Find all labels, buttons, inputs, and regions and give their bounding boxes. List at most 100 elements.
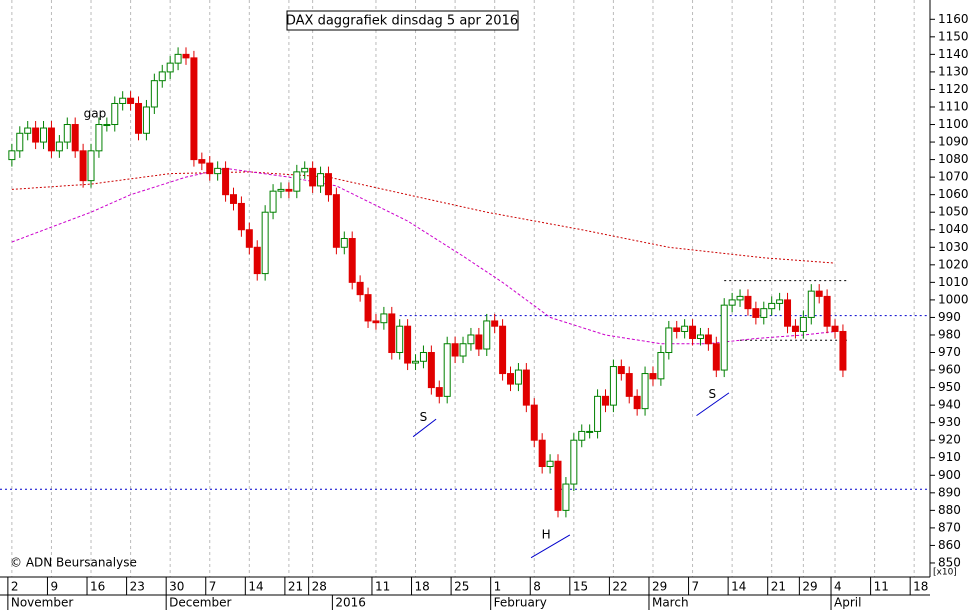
candle-body — [570, 439, 578, 485]
candle-body — [419, 352, 427, 362]
x-tick-label: 18 — [415, 580, 430, 594]
candle-body — [380, 313, 388, 324]
y-tick-label: 1110 — [938, 99, 969, 113]
x-tick-label: 30 — [169, 580, 184, 594]
month-label: February — [494, 596, 547, 610]
y-tick-label: 1060 — [938, 187, 969, 201]
candle-body — [340, 238, 348, 248]
candle-body — [768, 302, 776, 310]
y-tick-label: 980 — [938, 327, 961, 341]
y-tick-label: 970 — [938, 345, 961, 359]
candle-body — [356, 281, 364, 296]
candle-body — [47, 127, 55, 152]
plot: gap S H S — [0, 47, 930, 559]
month-label: March — [652, 596, 689, 610]
x-tick-label: 21 — [771, 580, 786, 594]
candle-body — [8, 150, 16, 161]
y-tick-label: 1130 — [938, 64, 969, 78]
candle-body — [760, 308, 768, 318]
candle-body — [142, 106, 150, 134]
candle-body — [158, 71, 166, 82]
y-tick-label: 1010 — [938, 275, 969, 289]
candle-body — [427, 352, 435, 389]
candle-body — [71, 124, 79, 152]
x-tick-label: 2 — [11, 580, 19, 594]
candle-body — [594, 395, 602, 432]
candle-body — [475, 334, 483, 350]
candle-body — [229, 194, 237, 204]
candle-body — [79, 150, 87, 182]
candle-body — [63, 124, 71, 143]
y-tick-label: 880 — [938, 503, 961, 517]
candle-body — [182, 53, 190, 59]
candle-body — [609, 366, 617, 406]
candle-body — [562, 483, 570, 511]
y-tick-label: 850 — [938, 555, 961, 569]
x-tick-label: 29 — [652, 580, 667, 594]
candle-body — [815, 290, 823, 297]
candle-body — [222, 167, 230, 196]
candle-body — [285, 188, 293, 192]
candle-body — [317, 173, 325, 187]
candle-body — [491, 320, 499, 327]
candle-body — [198, 159, 206, 164]
candle-body — [839, 330, 847, 371]
candle-body — [245, 229, 253, 248]
y-tick-label: 1080 — [938, 152, 969, 166]
candle-body — [301, 167, 309, 173]
candle-body — [807, 290, 815, 318]
candle-body — [253, 246, 261, 275]
candle-body — [728, 299, 736, 306]
candle-body — [514, 369, 522, 385]
x-tick-label: 16 — [90, 580, 105, 594]
annotation: H — [542, 527, 551, 541]
candle-body — [483, 320, 491, 350]
candle-body — [412, 360, 420, 364]
candle-body — [451, 343, 459, 357]
candle-body — [704, 334, 712, 345]
candle-body — [111, 102, 119, 126]
month-label: 2016 — [335, 596, 366, 610]
x-tick-label: 11 — [874, 580, 889, 594]
x-tick-label: 29 — [802, 580, 817, 594]
candle-body — [190, 57, 198, 161]
candle-body — [712, 343, 720, 371]
y-tick-label: 860 — [938, 538, 961, 552]
annotation: S — [420, 410, 428, 424]
candle-body — [467, 334, 475, 345]
candle-body — [237, 202, 245, 231]
candle-body — [214, 167, 222, 175]
y-tick-label: 870 — [938, 520, 961, 534]
y-tick-label: 1150 — [938, 29, 969, 43]
candle-body — [522, 369, 530, 406]
candle-body — [831, 325, 839, 332]
annotation-line — [412, 418, 437, 438]
candle-body — [530, 404, 538, 441]
candle-body — [586, 430, 594, 433]
y-tick-label: 1030 — [938, 240, 969, 254]
x-tick-label: 1 — [494, 580, 502, 594]
candle-body — [332, 194, 340, 248]
candle-body — [95, 124, 103, 152]
x-tick-label: 14 — [731, 580, 746, 594]
candle-body — [507, 373, 515, 385]
y-tick-label: 940 — [938, 398, 961, 412]
chart-title: DAX daggrafiek dinsdag 5 apr 2016 — [286, 14, 518, 29]
candle-body — [673, 327, 681, 332]
y-tick-label: 1020 — [938, 257, 969, 271]
y-tick-label: 920 — [938, 433, 961, 447]
x-tick-label: 14 — [248, 580, 263, 594]
candle-body — [617, 366, 625, 375]
candle-body — [696, 334, 704, 339]
candle-body — [16, 132, 24, 152]
candle-body — [665, 327, 673, 354]
candle-body — [633, 395, 641, 410]
y-unit-label: [x10] — [933, 568, 957, 578]
candle-body — [348, 238, 356, 283]
candle-body — [269, 190, 277, 213]
candle-body — [625, 373, 633, 397]
candle-body — [87, 150, 95, 182]
candle-body — [435, 387, 443, 397]
x-tick-label: 28 — [312, 580, 327, 594]
